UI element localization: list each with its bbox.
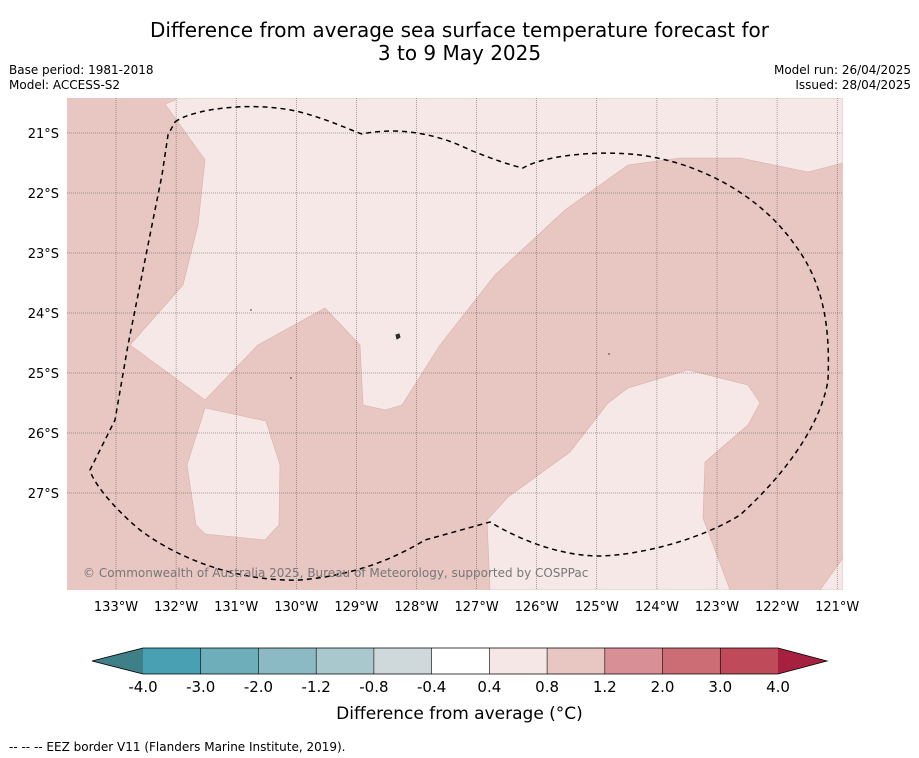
colorbar-tick-label: -1.2 <box>302 678 331 696</box>
colorbar-segment <box>604 648 664 674</box>
graticule <box>67 98 843 590</box>
issued-date: Issued: 28/04/2025 <box>795 78 911 92</box>
colorbar-tick-label: 0.8 <box>535 678 559 696</box>
eez-border-dashed <box>89 105 830 581</box>
colorbar-label: Difference from average (°C) <box>336 704 583 724</box>
latitude-label: 25°S <box>28 367 59 382</box>
colorbar-tick-label: 1.2 <box>593 678 617 696</box>
eez-legend-note: -- -- -- EEZ border V11 (Flanders Marine… <box>9 740 346 754</box>
latitude-label: 24°S <box>28 307 59 322</box>
map-title-line1: Difference from average sea surface temp… <box>149 18 769 42</box>
island-marker <box>250 309 252 311</box>
model-name: Model: ACCESS-S2 <box>9 78 121 92</box>
colorbar-segment <box>431 648 490 674</box>
colorbar-under-arrow <box>92 648 143 674</box>
longitude-label: 130°W <box>274 600 318 615</box>
colorbar-segment <box>258 648 317 674</box>
colorbar-outline <box>91 647 829 675</box>
colorbar-segment <box>143 648 202 674</box>
colorbar-tick-label: 3.0 <box>708 678 732 696</box>
longitude-label: 122°W <box>755 600 799 615</box>
longitude-label: 124°W <box>635 600 679 615</box>
anomaly-fill-light-region-southeast <box>486 369 761 590</box>
model-run: Model run: 26/04/2025 <box>773 63 911 77</box>
colorbar-tick-label: 2.0 <box>651 678 675 696</box>
latitude-labels: 21°S 22°S 23°S 24°S 25°S 26°S 27°S <box>28 127 59 502</box>
longitude-label: 129°W <box>334 600 378 615</box>
colorbar-tick-label: -3.0 <box>186 678 215 696</box>
colorbar <box>91 647 829 675</box>
colorbar-tick-labels: -4.0 -3.0 -2.0 -1.2 -0.8 -0.4 0.4 0.8 1.2 2.0 3.0 4… <box>128 678 790 696</box>
longitude-label: 127°W <box>455 600 499 615</box>
map-area: © Commonwealth of Australia 2025, Bureau… <box>67 98 843 590</box>
latitude-label: 26°S <box>28 427 59 442</box>
longitude-label: 128°W <box>394 600 438 615</box>
colorbar-segment <box>547 648 606 674</box>
base-period: Base period: 1981-2018 <box>9 63 154 77</box>
colorbar-segment <box>662 648 721 674</box>
island-marker <box>290 377 292 379</box>
colorbar-segment <box>720 648 779 674</box>
colorbar-segment <box>200 648 259 674</box>
longitude-label: 123°W <box>695 600 739 615</box>
latitude-label: 23°S <box>28 247 59 262</box>
island-marker <box>395 333 401 340</box>
anomaly-fill-light-region-north <box>129 98 843 411</box>
colorbar-segment <box>316 648 375 674</box>
colorbar-over-arrow <box>778 648 827 674</box>
colorbar-tick-label: 4.0 <box>766 678 790 696</box>
longitude-label: 131°W <box>214 600 258 615</box>
longitude-label: 121°W <box>815 600 859 615</box>
colorbar-tick-label: -4.0 <box>128 678 157 696</box>
island-marker <box>608 353 610 355</box>
colorbar-tick-label: -0.4 <box>417 678 446 696</box>
colorbar-segment <box>373 648 433 674</box>
latitude-label: 22°S <box>28 187 59 202</box>
longitude-label: 126°W <box>515 600 559 615</box>
map-title-line2: 3 to 9 May 2025 <box>377 41 542 65</box>
longitude-label: 125°W <box>575 600 619 615</box>
longitude-label: 132°W <box>154 600 198 615</box>
colorbar-segment <box>489 648 548 674</box>
copyright-text: © Commonwealth of Australia 2025, Bureau… <box>83 566 588 580</box>
colorbar-tick-label: 0.4 <box>477 678 501 696</box>
longitude-labels: 133°W 132°W 131°W 130°W 129°W 128°W 127°W 126°W… <box>94 600 860 615</box>
latitude-label: 27°S <box>28 487 59 502</box>
colorbar-tick-label: -2.0 <box>244 678 273 696</box>
anomaly-fill-light-region-west <box>186 407 281 541</box>
latitude-label: 21°S <box>28 127 59 142</box>
longitude-label: 133°W <box>94 600 138 615</box>
colorbar-tick-label: -0.8 <box>359 678 388 696</box>
